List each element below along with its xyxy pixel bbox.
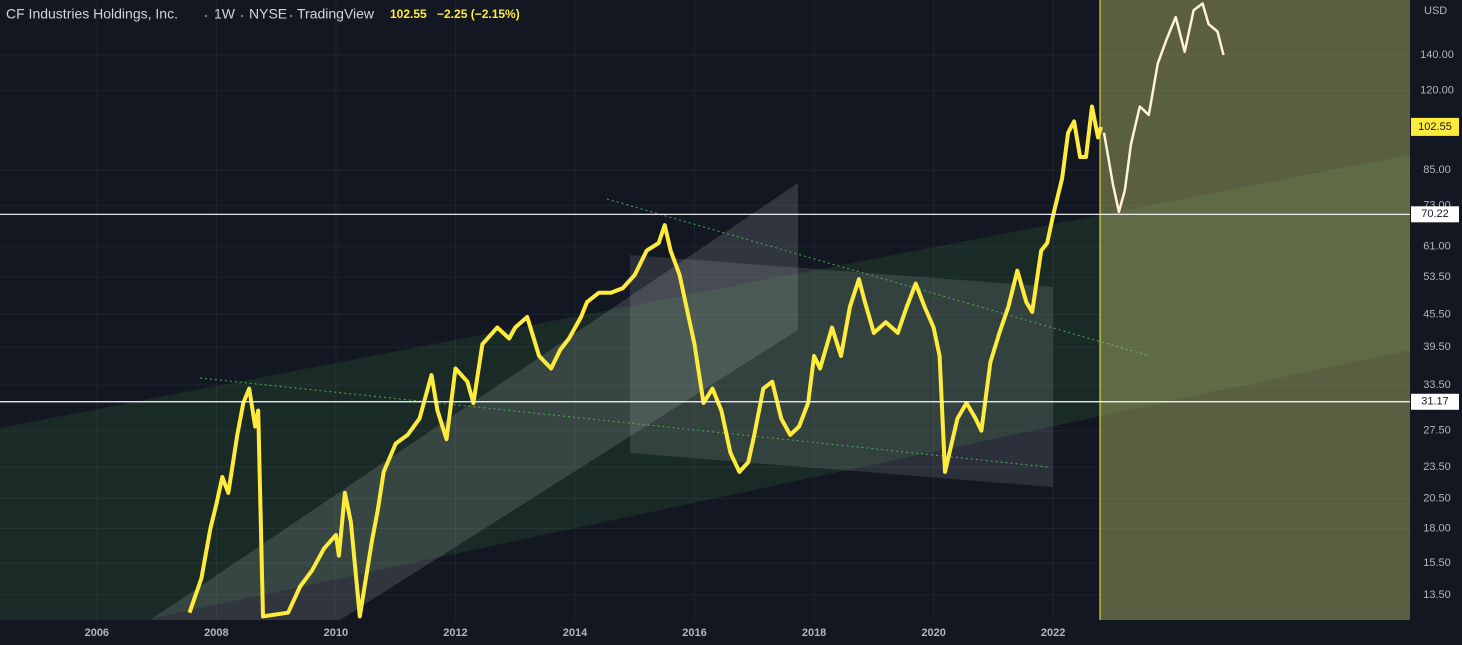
grid — [0, 0, 1410, 620]
y-tick-label: 61.00 — [1423, 241, 1451, 253]
y-tick-label: 53.50 — [1423, 271, 1451, 283]
price-label-box — [1411, 206, 1459, 223]
currency: USD — [1424, 5, 1447, 17]
x-tick-label: 2014 — [563, 627, 588, 639]
x-tick-label: 2012 — [443, 627, 467, 639]
exchange: NYSE — [249, 6, 287, 22]
drawings — [0, 0, 1410, 620]
x-tick-label: 2022 — [1041, 627, 1065, 639]
price-change: −2.25 (−2.15%) — [437, 7, 520, 21]
overlay: 2006 2008 2010 2012 2014 2016 2018 2020 2022 140.… — [0, 49, 1459, 639]
price-line — [187, 104, 1103, 619]
y-tick-label: 13.50 — [1423, 589, 1451, 601]
y-tick-label: 120.00 — [1420, 85, 1454, 97]
separator — [240, 14, 244, 18]
separator — [289, 14, 293, 18]
y-tick-label: 45.50 — [1423, 308, 1451, 320]
price-label: 70.22 — [1421, 208, 1449, 220]
last-price: 102.55 — [390, 7, 427, 21]
source: TradingView — [297, 6, 375, 22]
last-price-box — [1411, 117, 1459, 136]
channel — [0, 155, 1410, 620]
y-tick-label: 20.50 — [1423, 492, 1451, 504]
interval: 1W — [214, 6, 236, 22]
y-tick-label: 18.00 — [1423, 522, 1451, 534]
trend-line — [199, 377, 1049, 468]
x-tick-label: 2016 — [682, 627, 706, 639]
separator — [204, 14, 208, 18]
parallelogram — [630, 255, 1053, 487]
trend-line — [606, 198, 1151, 357]
y-tick-label: 85.00 — [1423, 164, 1451, 176]
y-tick-label: 33.50 — [1423, 379, 1451, 391]
price-label: 31.17 — [1421, 396, 1449, 408]
y-tick-label: 27.50 — [1423, 425, 1451, 437]
x-tick-label: 2008 — [204, 627, 228, 639]
y-tick-label: 39.50 — [1423, 341, 1451, 353]
x-tick-label: 2006 — [85, 627, 109, 639]
x-tick-label: 2018 — [802, 627, 826, 639]
symbol-title: CF Industries Holdings, Inc. — [6, 6, 178, 22]
header: CF Industries Holdings, Inc. 1W NYSE Tra… — [6, 5, 1447, 22]
x-tick-label: 2020 — [921, 627, 945, 639]
last-price-label: 102.55 — [1418, 121, 1452, 133]
y-tick-label: 15.50 — [1423, 557, 1451, 569]
y-tick-label: 140.00 — [1420, 49, 1454, 61]
x-tick-label: 2010 — [324, 627, 348, 639]
series — [187, 2, 1225, 619]
price-label-box — [1411, 393, 1459, 410]
price-line — [1102, 2, 1225, 214]
y-tick-label: 23.50 — [1423, 461, 1451, 473]
projection-zone — [1100, 0, 1410, 620]
